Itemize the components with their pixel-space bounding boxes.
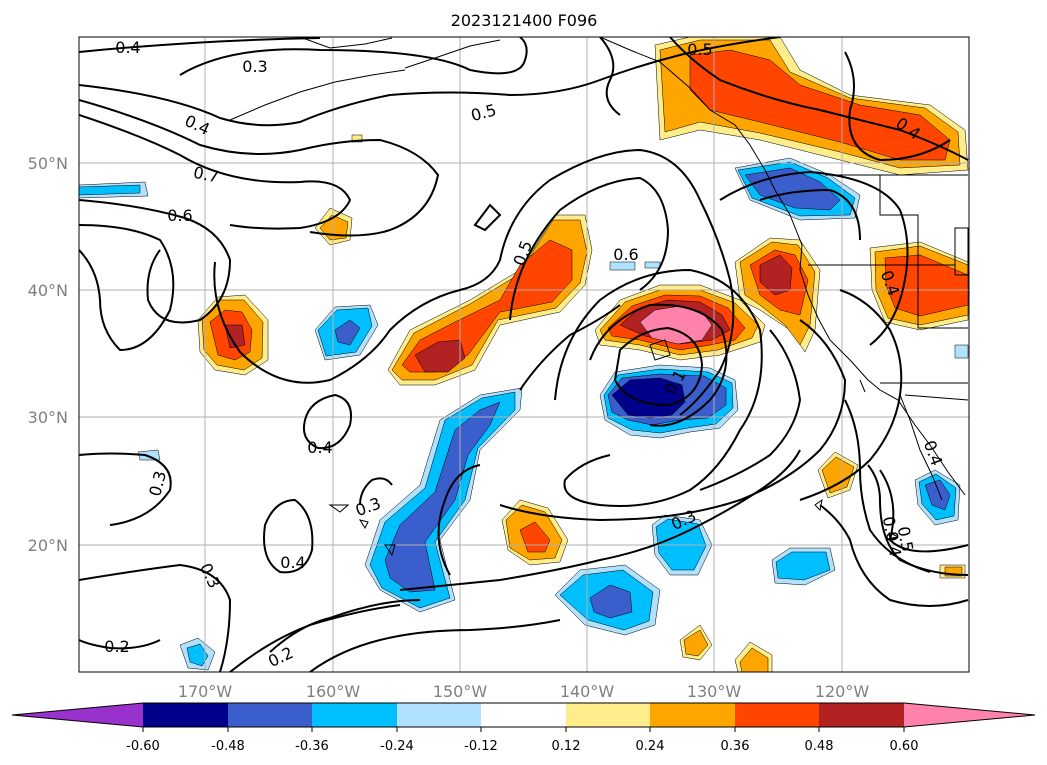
shaded-field [79, 37, 969, 672]
contour-label: 0.2 [104, 637, 129, 656]
lon-label: 170°W [178, 682, 233, 701]
colorbar-segment [12, 703, 143, 727]
contour-label: 0.4 [115, 38, 140, 57]
colorbar-tick-label: -0.48 [211, 739, 245, 754]
colorbar-segment [566, 703, 650, 727]
contour-lines [79, 37, 969, 672]
colorbar-segment [228, 703, 312, 727]
colorbar-tick-label: 0.12 [552, 739, 581, 754]
contour-label: 0.6 [167, 206, 192, 225]
colorbar-tick-label: -0.60 [126, 739, 160, 754]
lon-label: 130°W [687, 682, 742, 701]
contour-label: 0.3 [242, 57, 267, 76]
lat-label: 40°N [28, 281, 68, 300]
colorbar-tick-label: 0.48 [805, 739, 834, 754]
colorbar-tick-label: 0.36 [721, 739, 750, 754]
coastlines [229, 37, 969, 557]
lon-label: 160°W [306, 682, 361, 701]
lon-label: 150°W [433, 682, 488, 701]
colorbar-segment [819, 703, 904, 727]
lon-label: 140°W [560, 682, 615, 701]
colorbar-segment [312, 703, 397, 727]
colorbar-tick-label: 0.24 [636, 739, 665, 754]
lat-label: 30°N [28, 408, 68, 427]
lat-label: 50°N [28, 154, 68, 173]
contour-label: 0.5 [894, 525, 917, 553]
contour-label: 0.7 [192, 163, 221, 187]
contour-label: 0.4 [882, 530, 905, 558]
colorbar-segment [735, 703, 819, 727]
contour-label: 0.5 [687, 40, 712, 59]
colorbar-tick-label: -0.12 [464, 739, 498, 754]
map-title: 2023121400 F096 [451, 11, 598, 30]
colorbar-segment [143, 703, 228, 727]
contour-label: 0.6 [613, 245, 638, 264]
colorbar-segment [481, 703, 566, 727]
colorbar: -0.60 -0.48 -0.36 -0.24 -0.12 0.12 0.24 … [11, 702, 1036, 754]
map-frame [78, 36, 970, 673]
colorbar-segment [650, 703, 735, 727]
graticule [79, 37, 969, 672]
colorbar-tick-label: 0.60 [890, 739, 919, 754]
colorbar-segment [904, 703, 1035, 727]
contour-label: 0.4 [307, 438, 332, 457]
colorbar-tick-label: -0.36 [295, 739, 329, 754]
colorbar-segment [397, 703, 481, 727]
contour-label: 0.4 [879, 515, 902, 543]
contour-label: 0.4 [280, 553, 305, 572]
lat-label: 20°N [28, 536, 68, 555]
lon-label: 120°W [815, 682, 870, 701]
colorbar-tick-label: -0.24 [380, 739, 414, 754]
plot-area: 0.4 0.3 0.5 0.4 0.7 0.6 0.5 0.6 0.4 0.4 … [79, 37, 969, 672]
